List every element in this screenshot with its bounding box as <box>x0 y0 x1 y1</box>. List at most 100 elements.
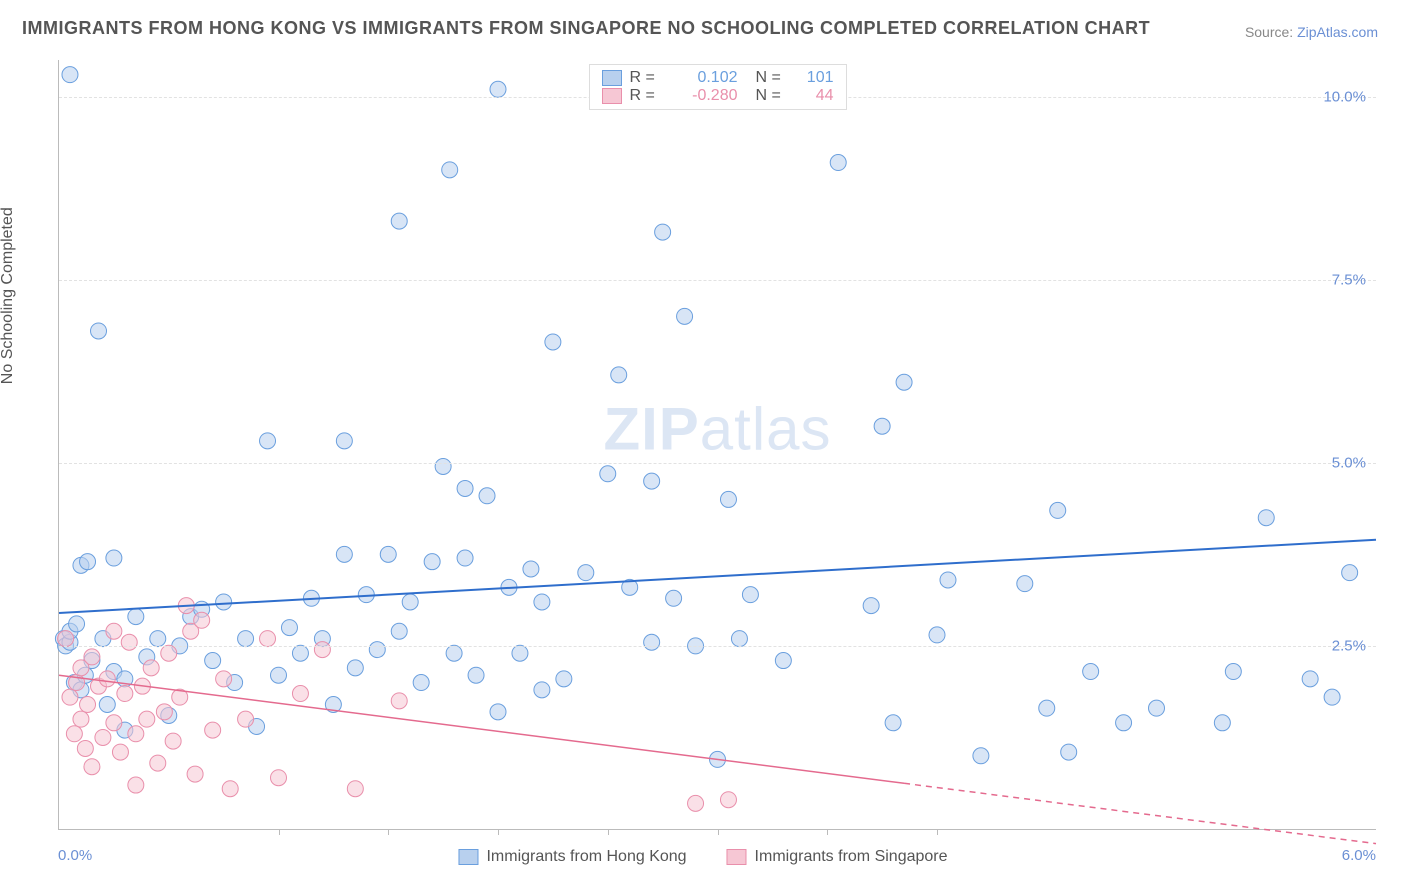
data-point <box>677 308 693 324</box>
legend-item-sg: Immigrants from Singapore <box>727 848 948 866</box>
data-point <box>402 594 418 610</box>
data-point <box>95 729 111 745</box>
data-point <box>1214 715 1230 731</box>
data-point <box>973 748 989 764</box>
data-point <box>1116 715 1132 731</box>
data-point <box>611 367 627 383</box>
data-point <box>139 711 155 727</box>
series-legend: Immigrants from Hong Kong Immigrants fro… <box>458 848 947 866</box>
legend-item-hk: Immigrants from Hong Kong <box>458 848 686 866</box>
data-point <box>73 711 89 727</box>
r-value-hk: 0.102 <box>668 69 738 87</box>
chart-title: IMMIGRANTS FROM HONG KONG VS IMMIGRANTS … <box>22 18 1150 39</box>
data-point <box>1225 664 1241 680</box>
data-point <box>216 671 232 687</box>
data-point <box>885 715 901 731</box>
chart-svg <box>59 60 1376 829</box>
data-point <box>347 781 363 797</box>
data-point <box>1039 700 1055 716</box>
data-point <box>896 374 912 390</box>
n-label: N = <box>756 87 786 105</box>
data-point <box>205 722 221 738</box>
data-point <box>347 660 363 676</box>
data-point <box>523 561 539 577</box>
data-point <box>62 67 78 83</box>
data-point <box>128 777 144 793</box>
data-point <box>578 565 594 581</box>
data-point <box>534 594 550 610</box>
trend-line <box>59 675 904 783</box>
data-point <box>150 631 166 647</box>
r-label: R = <box>630 87 660 105</box>
data-point <box>457 480 473 496</box>
data-point <box>1258 510 1274 526</box>
data-point <box>271 770 287 786</box>
r-value-sg: -0.280 <box>668 87 738 105</box>
data-point <box>1017 576 1033 592</box>
data-point <box>479 488 495 504</box>
data-point <box>121 634 137 650</box>
data-point <box>150 755 166 771</box>
data-point <box>490 81 506 97</box>
data-point <box>112 744 128 760</box>
data-point <box>424 554 440 570</box>
data-point <box>863 598 879 614</box>
data-point <box>216 594 232 610</box>
legend-row-hk: R = 0.102 N = 101 <box>602 69 834 87</box>
legend-label-hk: Immigrants from Hong Kong <box>486 848 686 866</box>
swatch-sg <box>602 88 622 104</box>
data-point <box>106 623 122 639</box>
data-point <box>874 418 890 434</box>
trend-line-extrapolated <box>904 783 1376 843</box>
data-point <box>69 616 85 632</box>
data-point <box>66 726 82 742</box>
data-point <box>292 645 308 661</box>
data-point <box>380 546 396 562</box>
data-point <box>655 224 671 240</box>
data-point <box>391 623 407 639</box>
data-point <box>314 642 330 658</box>
data-point <box>666 590 682 606</box>
data-point <box>99 696 115 712</box>
data-point <box>1061 744 1077 760</box>
x-axis-origin-label: 0.0% <box>58 847 92 864</box>
data-point <box>62 689 78 705</box>
data-point <box>534 682 550 698</box>
data-point <box>80 554 96 570</box>
data-point <box>545 334 561 350</box>
n-value-sg: 44 <box>794 87 834 105</box>
data-point <box>1302 671 1318 687</box>
data-point <box>161 645 177 661</box>
y-tick-label: 5.0% <box>1332 454 1366 471</box>
data-point <box>1050 502 1066 518</box>
data-point <box>77 740 93 756</box>
data-point <box>929 627 945 643</box>
swatch-hk <box>602 70 622 86</box>
data-point <box>91 323 107 339</box>
data-point <box>194 612 210 628</box>
source-link[interactable]: ZipAtlas.com <box>1297 24 1378 40</box>
data-point <box>292 686 308 702</box>
y-axis-label: No Schooling Completed <box>0 207 17 384</box>
data-point <box>58 631 74 647</box>
data-point <box>556 671 572 687</box>
legend-label-sg: Immigrants from Singapore <box>755 848 948 866</box>
data-point <box>281 620 297 636</box>
data-point <box>238 631 254 647</box>
swatch-sg-bottom <box>727 849 747 865</box>
data-point <box>775 653 791 669</box>
r-label: R = <box>630 69 660 87</box>
data-point <box>442 162 458 178</box>
data-point <box>413 675 429 691</box>
data-point <box>1083 664 1099 680</box>
legend-row-sg: R = -0.280 N = 44 <box>602 87 834 105</box>
data-point <box>336 433 352 449</box>
data-point <box>84 759 100 775</box>
data-point <box>940 572 956 588</box>
source-attribution: Source: ZipAtlas.com <box>1245 24 1378 40</box>
data-point <box>468 667 484 683</box>
data-point <box>99 671 115 687</box>
y-tick-label: 7.5% <box>1332 271 1366 288</box>
data-point <box>222 781 238 797</box>
data-point <box>260 433 276 449</box>
